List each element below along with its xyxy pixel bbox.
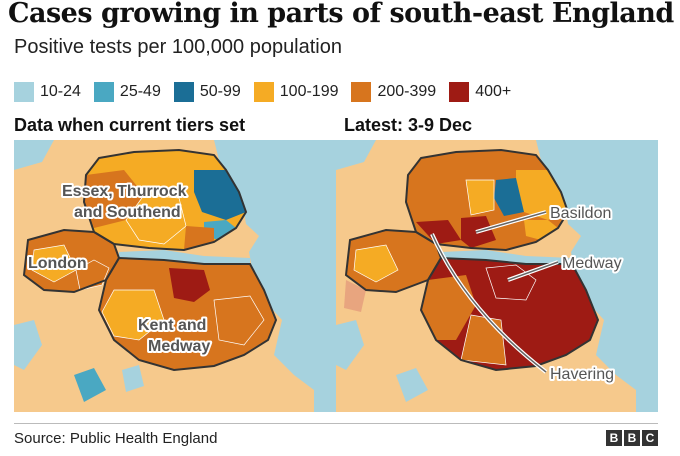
- source-text: Source: Public Health England: [14, 430, 218, 447]
- medway-label: Medway: [562, 255, 622, 272]
- kent-label-line2: Medway: [148, 338, 210, 355]
- right-map: Basildon Medway Havering: [336, 140, 658, 412]
- south-essex-coast: [524, 220, 558, 240]
- west-kent: [421, 275, 476, 340]
- legend-label: 200-399: [377, 83, 437, 100]
- basildon-label: Basildon: [550, 205, 611, 222]
- patch-10-24: [396, 368, 428, 402]
- legend-swatch: [449, 82, 470, 102]
- kent-label-line1: Kent and: [138, 317, 206, 334]
- bbc-logo: B B C: [604, 430, 658, 446]
- west-kent: [101, 289, 165, 341]
- legend-item: 200-399: [351, 82, 436, 102]
- left-map: Essex, Thurrock and Southend London Kent…: [14, 140, 336, 412]
- bbc-logo-letter: C: [642, 430, 658, 446]
- legend-label: 100-199: [279, 83, 339, 100]
- footer-divider: [14, 423, 658, 424]
- havering-callout-line: [431, 233, 547, 373]
- legend-label: 400+: [475, 83, 512, 100]
- havering-label: Havering: [550, 366, 614, 383]
- mid-essex: [465, 179, 495, 216]
- medway-400-plus: [169, 268, 210, 302]
- right-panel-title: Latest: 3-9 Dec: [344, 115, 473, 135]
- legend-item: 10-24: [14, 82, 81, 102]
- essex-label-line1: Essex, Thurrock: [62, 183, 187, 200]
- patch-10-24: [122, 365, 144, 392]
- legend-item: 100-199: [253, 82, 339, 102]
- essex-50-99: [494, 178, 524, 216]
- legend-label: 10-24: [40, 83, 81, 100]
- legend-swatch: [173, 82, 194, 102]
- patch-10-24: [336, 320, 364, 370]
- legend-swatch: [253, 82, 274, 102]
- thames-estuary: [441, 250, 572, 264]
- mid-essex: [125, 194, 187, 245]
- essex-outline: [82, 148, 248, 252]
- surrey-patch: [344, 280, 366, 312]
- sea-north-west: [14, 140, 54, 170]
- patch-25-49: [74, 368, 106, 402]
- west-essex-200-399: [84, 170, 144, 228]
- legend-item: 400+: [449, 82, 511, 102]
- bbc-logo-letter: B: [606, 430, 622, 446]
- east-kent: [213, 295, 265, 346]
- legend-swatch: [14, 82, 34, 102]
- havering-400-plus: [416, 220, 461, 244]
- london-label: London: [28, 255, 87, 272]
- legend-label: 25-49: [119, 83, 161, 100]
- patch-10-24: [14, 320, 42, 370]
- legend-swatch: [93, 82, 114, 102]
- chart-subtitle: Positive tests per 100,000 population: [14, 36, 342, 58]
- essex-label-line2: and Southend: [74, 204, 181, 221]
- legend: 10-24 25-49 50-99 100-199 200-399 400+: [14, 82, 524, 102]
- chart-title: Cases growing in parts of south-east Eng…: [8, 0, 674, 29]
- legend-item: 25-49: [93, 82, 161, 102]
- basildon-callout-line: [475, 211, 547, 233]
- legend-label: 50-99: [199, 83, 241, 100]
- bbc-logo-letter: B: [624, 430, 640, 446]
- london-inner: [31, 244, 77, 283]
- london-inner: [353, 244, 399, 283]
- left-panel-title: Data when current tiers set: [14, 115, 246, 135]
- kent-outline: [419, 256, 600, 372]
- legend-swatch: [351, 82, 372, 102]
- patch-10-24: [272, 180, 289, 200]
- essex-outline: [404, 148, 570, 252]
- kent-outline: [97, 256, 278, 372]
- sea-north-west: [336, 140, 376, 170]
- medway-callout-line: [507, 261, 559, 281]
- thames-estuary: [119, 250, 250, 264]
- legend-item: 50-99: [173, 82, 241, 102]
